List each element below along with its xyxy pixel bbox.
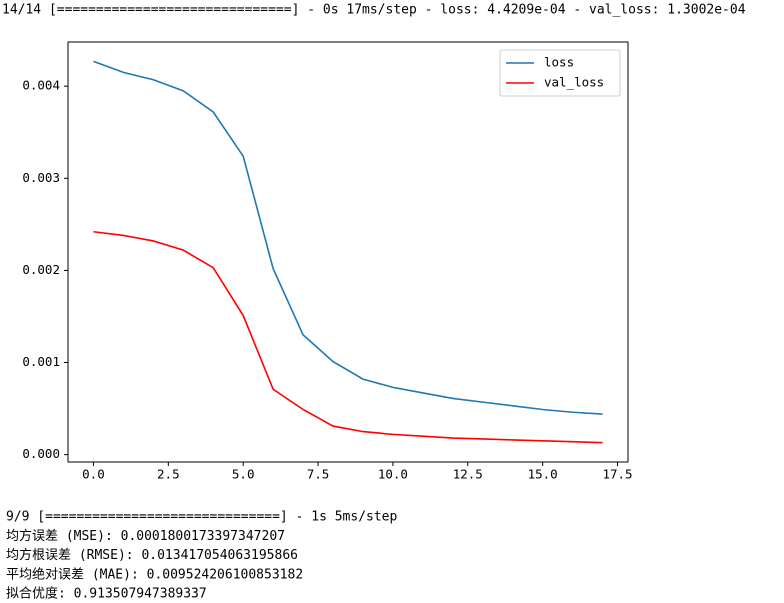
- y-tick-label: 0.001: [22, 354, 60, 369]
- x-tick-label: 17.5: [602, 467, 632, 482]
- y-tick-label: 0.004: [22, 78, 60, 93]
- x-tick-label: 0.0: [82, 467, 105, 482]
- training-log: 14/14 [==============================] -…: [2, 3, 746, 18]
- x-tick-label: 12.5: [453, 467, 483, 482]
- y-tick-label: 0.000: [22, 446, 60, 461]
- series-line: [93, 230, 603, 444]
- x-tick-label: 7.5: [307, 467, 330, 482]
- output-line: 9/9 [==============================] - 1…: [6, 510, 398, 525]
- plot-area: [67, 41, 629, 463]
- output-line: 平均绝对误差 (MAE): 0.009524206100853182: [6, 566, 303, 582]
- series-line: [93, 60, 603, 415]
- legend-label: val_loss: [544, 75, 604, 90]
- x-tick-label: 15.0: [528, 467, 558, 482]
- y-tick-label: 0.002: [22, 262, 60, 277]
- output-line: 拟合优度: 0.913507947389337: [6, 586, 207, 602]
- x-tick-label: 2.5: [157, 467, 180, 482]
- output-line: 均方误差 (MSE): 0.0001800173397347207: [6, 528, 285, 544]
- legend-label: loss: [544, 55, 574, 70]
- output-line: 均方根误差 (RMSE): 0.013417054063195866: [6, 547, 298, 563]
- x-tick-label: 5.0: [232, 467, 255, 482]
- legend-box: [499, 49, 621, 97]
- y-tick-label: 0.003: [22, 170, 60, 185]
- x-tick-label: 10.0: [378, 467, 408, 482]
